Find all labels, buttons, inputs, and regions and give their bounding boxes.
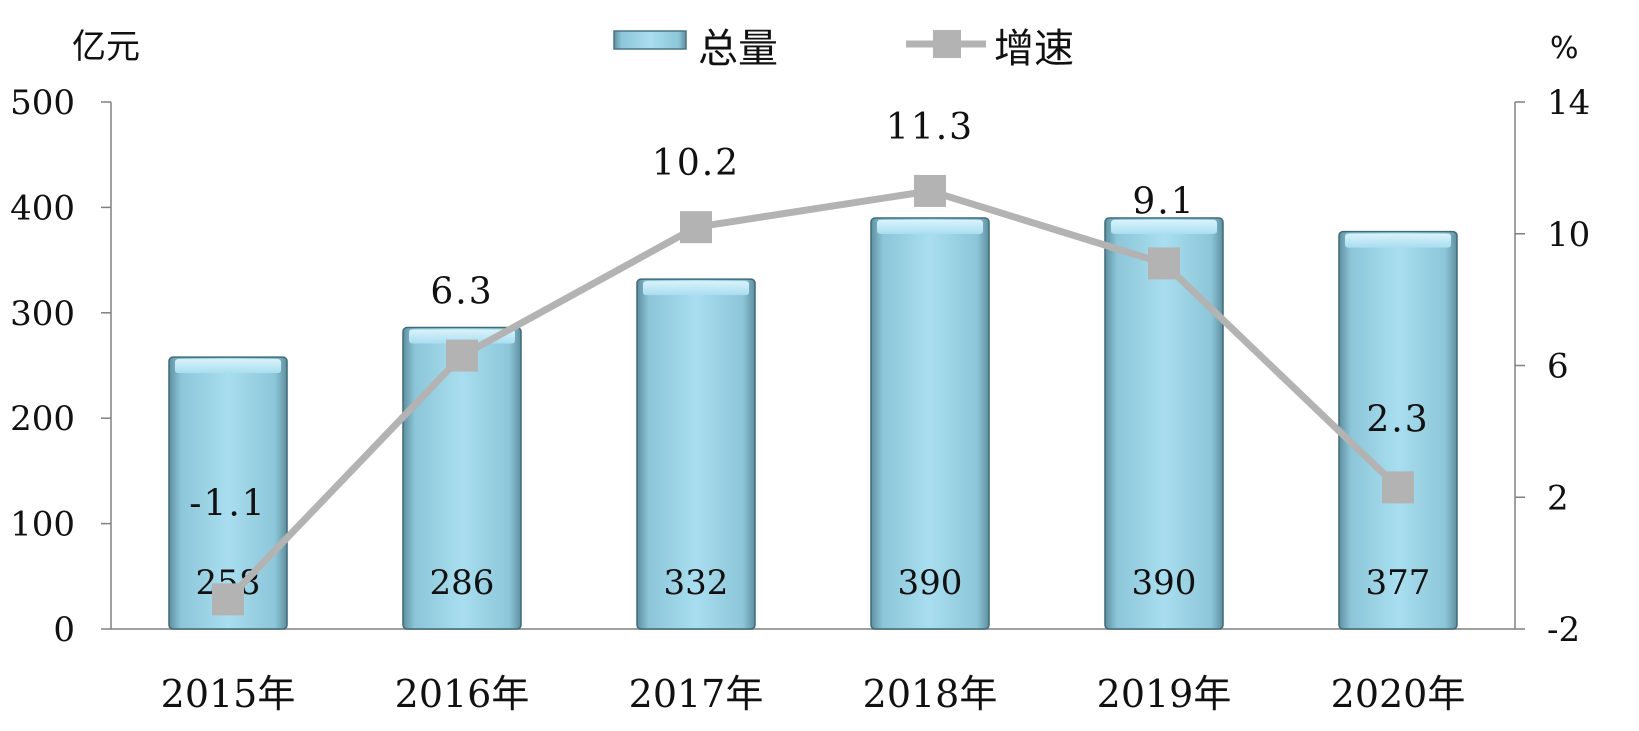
left-axis-tick-label: 400 (10, 188, 75, 228)
bar-top-highlight (1345, 234, 1451, 248)
bar-value-label: 390 (1132, 563, 1197, 603)
growth-value-label: 11.3 (886, 107, 974, 148)
left-axis-tick-label: 500 (10, 83, 75, 123)
growth-value-label: 6.3 (430, 272, 493, 313)
x-axis-tick-label: 2020年 (1331, 672, 1466, 716)
line-series: -1.1 6.3 10.2 11.3 9.1 2.3 (189, 107, 1429, 615)
legend-bar-swatch (614, 31, 686, 49)
x-axis-tick-label: 2019年 (1097, 672, 1232, 716)
right-axis-tick-label: -2 (1547, 610, 1580, 650)
x-axis-tick-label: 2018年 (863, 672, 998, 716)
bar-value-label: 332 (664, 563, 729, 603)
bar-top-highlight (175, 359, 281, 373)
growth-value-label: 2.3 (1366, 399, 1429, 440)
legend-marker-swatch (933, 30, 961, 58)
x-axis-labels: 2015年 2016年 2017年 2018年 2019年 2020年 (161, 672, 1466, 716)
x-axis-tick-label: 2016年 (395, 672, 530, 716)
left-axis-ticks: 0 100 200 300 400 500 (10, 83, 111, 650)
right-axis-tick-label: 10 (1547, 215, 1590, 255)
right-axis-tick-label: 6 (1547, 347, 1569, 387)
left-axis-tick-label: 100 (10, 505, 75, 545)
bar-top-highlight (643, 281, 749, 295)
left-axis-tick-label: 300 (10, 294, 75, 334)
growth-marker (680, 211, 712, 243)
growth-marker (212, 583, 244, 615)
legend-label-total: 总量 (698, 26, 778, 72)
growth-marker (1382, 471, 1414, 503)
right-axis-ticks: -2 2 6 10 14 (1515, 83, 1590, 650)
left-axis-tick-label: 0 (53, 610, 75, 650)
legend: 总量 增速 (614, 26, 1074, 72)
bar-value-label: 377 (1366, 563, 1431, 603)
left-axis-unit: 亿元 (72, 27, 140, 67)
bar-value-label: 286 (430, 563, 495, 603)
x-axis-tick-label: 2015年 (161, 672, 296, 716)
growth-value-label: -1.1 (189, 483, 266, 524)
growth-marker (914, 175, 946, 207)
right-axis-unit: % (1550, 31, 1579, 66)
left-axis-tick-label: 200 (10, 399, 75, 439)
right-axis-tick-label: 14 (1547, 83, 1590, 123)
x-axis-tick-label: 2017年 (629, 672, 764, 716)
growth-marker (446, 340, 478, 372)
bar-series: 258 286 332 390 390 377 (169, 218, 1457, 629)
growth-value-label: 9.1 (1132, 181, 1195, 222)
growth-marker (1148, 247, 1180, 279)
legend-label-growth: 增速 (994, 26, 1074, 72)
growth-value-label: 10.2 (652, 143, 740, 184)
bar-top-highlight (877, 220, 983, 234)
bar-value-label: 390 (898, 563, 963, 603)
right-axis-tick-label: 2 (1547, 478, 1569, 518)
